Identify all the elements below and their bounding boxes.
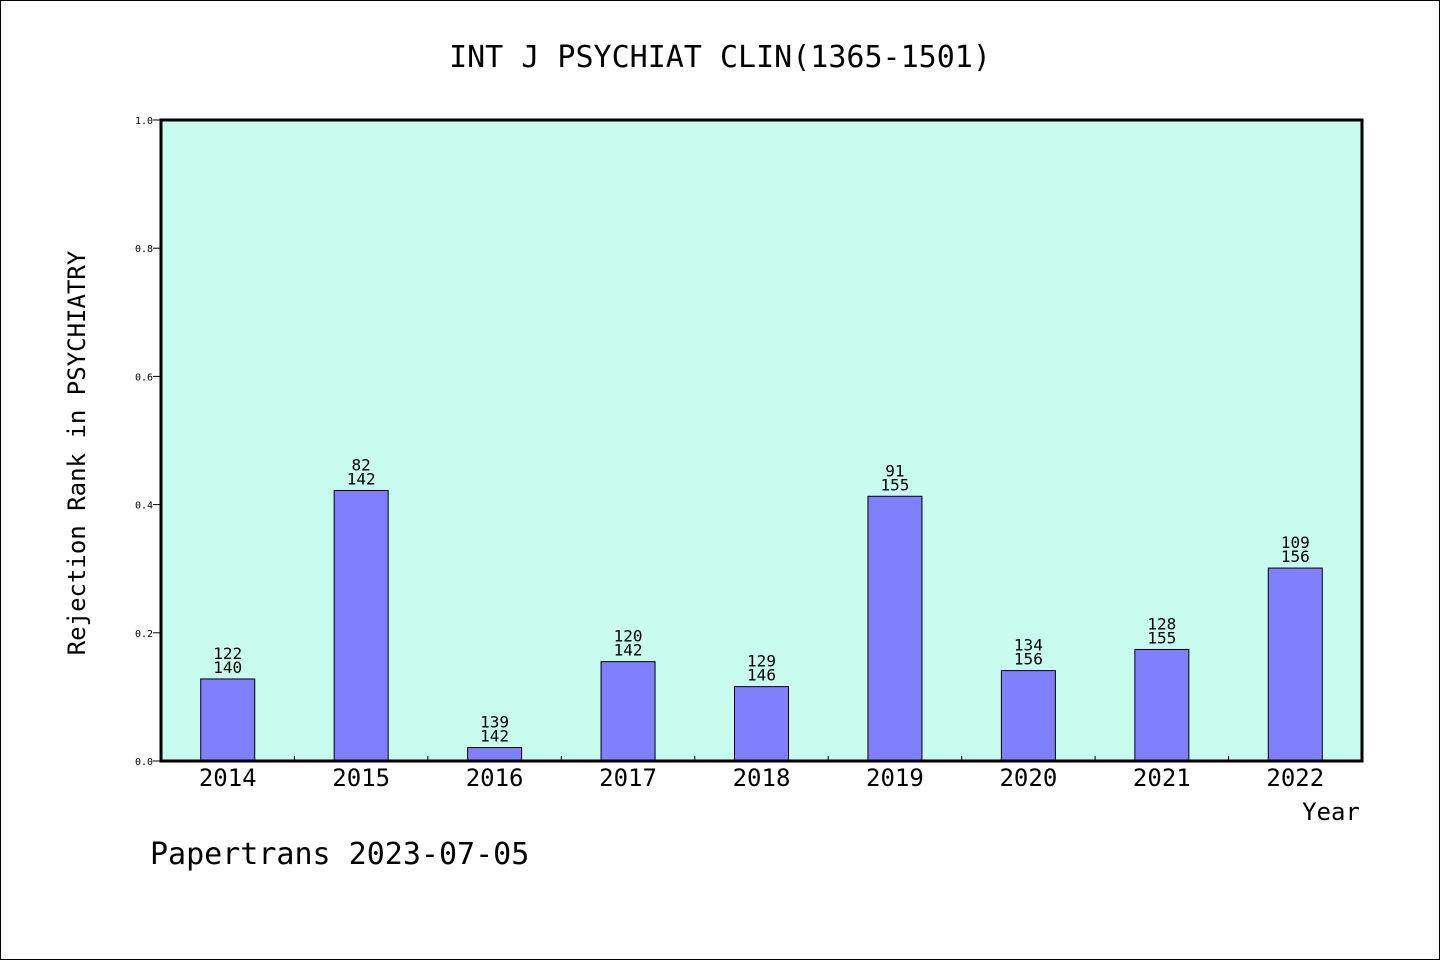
y-axis-label: Rejection Rank in PSYCHIATRY xyxy=(63,250,91,655)
bar-label-bottom: 142 xyxy=(614,641,643,660)
y-tick-label: 0.4 xyxy=(135,501,153,512)
bar-label-bottom: 155 xyxy=(880,475,909,494)
bar-label-top: 91 xyxy=(885,461,904,480)
bar-label-top: 109 xyxy=(1281,533,1310,552)
plot-frame xyxy=(159,118,1364,763)
x-tick-label: 2019 xyxy=(866,764,924,792)
bar-label-top: 139 xyxy=(480,713,509,732)
bar-label-bottom: 140 xyxy=(213,658,242,677)
bar-label-top: 128 xyxy=(1147,614,1176,633)
y-tick-label: 1.0 xyxy=(135,116,153,127)
x-tick-label: 2022 xyxy=(1266,764,1324,792)
y-tick-label: 0.2 xyxy=(135,629,153,640)
x-axis-ticks: 2014 2015 2016 2017 2018 2019 2020 2021 2022 xyxy=(199,756,1324,792)
bar-data-labels: 1221408214213914212014212914691155134156… xyxy=(213,455,1309,745)
x-tick-label: 2015 xyxy=(332,764,390,792)
chart-title: INT J PSYCHIAT CLIN(1365-1501) xyxy=(449,40,991,75)
x-tick-label: 2016 xyxy=(466,764,524,792)
y-tick-label: 0.0 xyxy=(135,757,153,768)
bar-label-top: 82 xyxy=(352,455,371,474)
x-tick-label: 2018 xyxy=(733,764,791,792)
bar-label-bottom: 155 xyxy=(1147,628,1176,647)
bar-label-bottom: 146 xyxy=(747,666,776,685)
bar-2019 xyxy=(867,495,923,762)
y-axis-ticks: 0.0 0.2 0.4 0.6 0.8 1.0 xyxy=(135,116,161,768)
bar-label-top: 129 xyxy=(747,652,776,671)
x-tick-label: 2014 xyxy=(199,764,257,792)
bar-series xyxy=(200,489,1323,762)
bar-2016 xyxy=(467,747,523,762)
bar-label-bottom: 156 xyxy=(1014,650,1043,669)
bar-label-bottom: 142 xyxy=(480,727,509,746)
bar-2018 xyxy=(734,686,789,762)
x-axis-label: Year xyxy=(1302,798,1360,826)
bar-label-top: 120 xyxy=(614,627,643,646)
bar-label-bottom: 156 xyxy=(1281,547,1310,566)
bar-2020 xyxy=(1000,670,1056,762)
bar-2021 xyxy=(1134,648,1190,762)
bar-2014 xyxy=(200,678,256,762)
x-tick-label: 2021 xyxy=(1133,764,1191,792)
y-tick-label: 0.6 xyxy=(135,372,153,383)
bar-2022 xyxy=(1267,567,1323,762)
bar-label-bottom: 142 xyxy=(347,469,376,488)
footer-credit: Papertrans 2023-07-05 xyxy=(150,837,529,872)
bar-2017 xyxy=(600,661,656,762)
bar-label-top: 122 xyxy=(213,644,242,663)
y-tick-label: 0.8 xyxy=(135,244,153,255)
x-tick-label: 2017 xyxy=(599,764,657,792)
x-tick-label: 2020 xyxy=(999,764,1057,792)
bar-2015 xyxy=(333,489,389,762)
bar-label-top: 134 xyxy=(1014,636,1043,655)
